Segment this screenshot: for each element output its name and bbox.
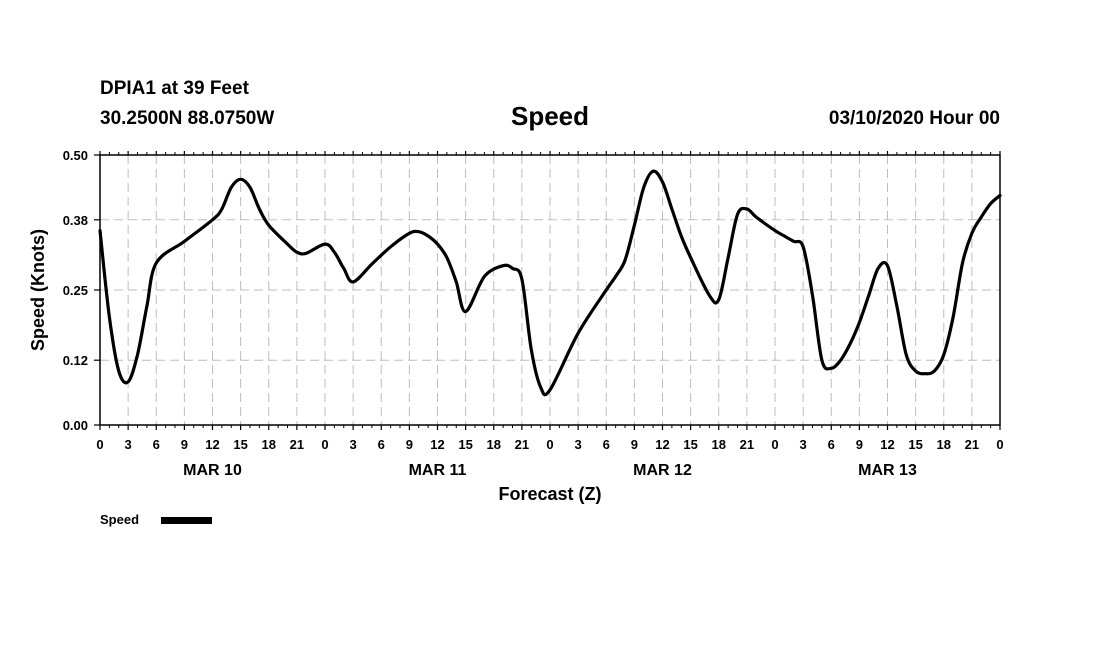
x-tick-label: 3 bbox=[125, 437, 132, 452]
day-label: MAR 12 bbox=[633, 462, 692, 479]
x-tick-label: 12 bbox=[205, 437, 219, 452]
x-tick-label: 12 bbox=[655, 437, 669, 452]
legend: Speed bbox=[100, 512, 212, 527]
x-tick-label: 21 bbox=[515, 437, 529, 452]
x-tick-label: 12 bbox=[880, 437, 894, 452]
x-tick-label: 0 bbox=[321, 437, 328, 452]
y-tick-label: 0.12 bbox=[63, 353, 88, 368]
y-tick-label: 0.00 bbox=[63, 418, 88, 433]
y-axis-label: Speed (Knots) bbox=[28, 229, 48, 351]
y-tick-labels: 0.00 0.12 0.25 0.38 0.50 bbox=[63, 148, 88, 433]
x-tick-label: 18 bbox=[937, 437, 951, 452]
day-label: MAR 11 bbox=[409, 462, 467, 479]
x-tick-label: 21 bbox=[740, 437, 754, 452]
x-axis-label: Forecast (Z) bbox=[498, 484, 601, 504]
y-tick-label: 0.38 bbox=[63, 213, 88, 228]
x-tick-label: 6 bbox=[603, 437, 610, 452]
x-tick-label: 3 bbox=[800, 437, 807, 452]
x-tick-label: 15 bbox=[683, 437, 697, 452]
x-tick-label: 15 bbox=[458, 437, 472, 452]
x-tick-label: 15 bbox=[233, 437, 247, 452]
x-tick-label: 0 bbox=[546, 437, 553, 452]
day-label: MAR 10 bbox=[183, 462, 242, 479]
x-tick-label: 6 bbox=[378, 437, 385, 452]
coordinates-label: 30.2500N 88.0750W bbox=[100, 108, 274, 129]
chart-title: Speed bbox=[511, 101, 589, 131]
y-tick-label: 0.25 bbox=[63, 283, 88, 298]
x-tick-label: 21 bbox=[290, 437, 304, 452]
x-tick-label: 9 bbox=[631, 437, 638, 452]
x-tick-label: 0 bbox=[96, 437, 103, 452]
legend-swatch-speed bbox=[161, 517, 212, 524]
x-tick-labels: 0 3 6 9 12 15 18 21 0 3 6 9 12 15 18 21 0 3 6 9 12 15 18 21 0 3 6 9… bbox=[96, 437, 1003, 452]
forecast-datetime: 03/10/2020 Hour 00 bbox=[829, 108, 1000, 129]
x-tick-label: 6 bbox=[828, 437, 835, 452]
x-tick-label: 18 bbox=[487, 437, 501, 452]
x-tick-label: 3 bbox=[575, 437, 582, 452]
grid-lines bbox=[100, 155, 1000, 425]
x-tick-label: 12 bbox=[430, 437, 444, 452]
x-tick-label: 3 bbox=[350, 437, 357, 452]
x-tick-label: 9 bbox=[856, 437, 863, 452]
x-tick-label: 9 bbox=[181, 437, 188, 452]
series-line-speed bbox=[98, 169, 1002, 397]
day-label: MAR 13 bbox=[858, 462, 917, 479]
y-tick-label: 0.50 bbox=[63, 148, 88, 163]
legend-label-speed: Speed bbox=[100, 512, 139, 527]
x-tick-label: 18 bbox=[712, 437, 726, 452]
day-labels: MAR 10 MAR 11 MAR 12 MAR 13 bbox=[183, 462, 917, 479]
x-tick-label: 6 bbox=[153, 437, 160, 452]
plot-frame bbox=[99, 154, 1001, 426]
x-tick-label: 9 bbox=[406, 437, 413, 452]
x-tick-label: 18 bbox=[262, 437, 276, 452]
x-tick-label: 0 bbox=[996, 437, 1003, 452]
x-tick-label: 0 bbox=[771, 437, 778, 452]
x-tick-label: 15 bbox=[908, 437, 922, 452]
station-label: DPIA1 at 39 Feet bbox=[100, 78, 250, 99]
x-tick-label: 21 bbox=[965, 437, 979, 452]
